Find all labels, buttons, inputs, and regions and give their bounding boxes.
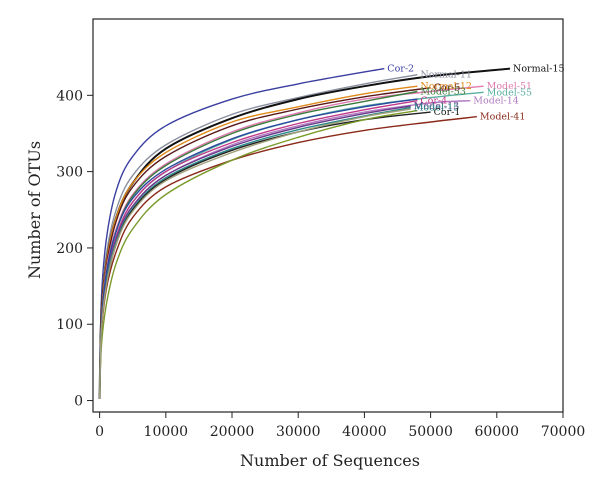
curve-group	[98, 67, 511, 400]
series-line	[98, 67, 385, 400]
series-line	[98, 105, 411, 400]
x-tick-label: 60000	[475, 424, 520, 440]
y-tick-label: 400	[56, 88, 83, 104]
x-tick-label: 20000	[210, 424, 255, 440]
series-label: Cor-2	[387, 64, 414, 75]
y-tick-label: 100	[56, 317, 83, 333]
x-tick-label: 50000	[408, 424, 453, 440]
series-label: Model-53	[420, 87, 466, 98]
x-axis-title: Number of Sequences	[240, 451, 420, 470]
series-line	[98, 98, 418, 400]
series-label: Cor-1	[434, 107, 461, 118]
series-label: Model-55	[487, 87, 532, 98]
series-label: Cor-5	[434, 83, 461, 94]
x-tick-label: 70000	[541, 424, 586, 440]
series-label: Model-14	[473, 96, 519, 107]
series-line	[98, 100, 418, 400]
y-axis-ticks: 0 100 200 300 400	[56, 88, 93, 410]
y-axis-title: Number of OTUs	[25, 141, 44, 279]
x-tick-label: 30000	[276, 424, 321, 440]
series-label: Normal-11	[420, 70, 472, 81]
x-tick-label: 0	[95, 424, 104, 440]
y-tick-label: 0	[74, 394, 83, 410]
x-tick-label: 10000	[144, 424, 189, 440]
series-label: Model-51	[487, 81, 532, 92]
series-label: Normal-12	[420, 81, 472, 92]
series-label: Cor-4	[420, 96, 447, 107]
y-tick-label: 300	[56, 165, 83, 181]
series-line	[98, 91, 484, 400]
y-tick-label: 200	[56, 241, 83, 257]
series-line	[98, 108, 411, 400]
series-label: Model-15	[414, 103, 460, 114]
series-label: Model-13	[414, 101, 460, 112]
series-label: Normal-15	[513, 64, 565, 75]
series-line	[98, 85, 418, 400]
series-label: Model-41	[480, 112, 526, 123]
x-axis-ticks: 0 10000 20000 30000 40000 50000 60000 70000	[95, 412, 585, 440]
series-line	[98, 109, 418, 400]
x-tick-label: 40000	[342, 424, 387, 440]
series-line	[98, 111, 431, 400]
plot-frame	[92, 18, 564, 413]
